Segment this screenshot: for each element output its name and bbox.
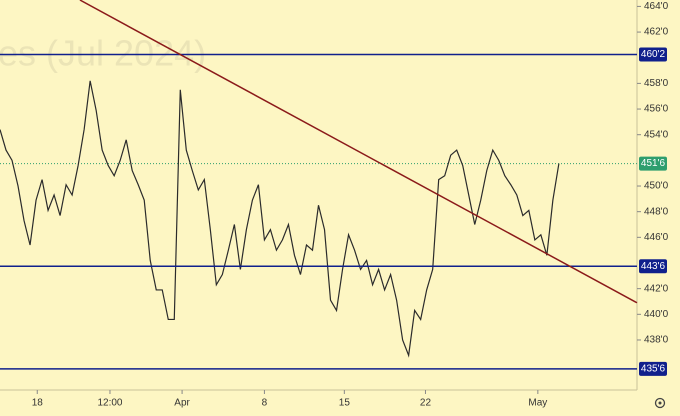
settings-icon[interactable] [654,397,666,409]
y-tick-label: 446'0 [644,232,669,243]
x-tick-label: May [528,398,547,409]
level-label-box [639,47,667,62]
level-label-box [639,259,667,274]
level-label-box [639,361,667,376]
y-tick-label: 450'0 [644,181,669,192]
settings-icon-center [658,401,662,405]
level-label: 443'6 [641,261,666,272]
y-tick-label: 458'0 [644,78,669,89]
x-tick-label: Apr [174,398,190,409]
y-tick-label: 462'0 [644,27,669,38]
x-tick-label: 18 [32,398,44,409]
price-line [0,80,560,358]
settings-button[interactable] [646,394,674,414]
y-tick-label: 442'0 [644,283,669,294]
x-tick-label: 12:00 [97,398,122,409]
y-tick-label: 440'0 [644,309,669,320]
last-price-label: 451'6 [641,158,666,169]
watermark: es (Jul 2024) [0,33,206,74]
level-label: 460'2 [641,49,666,60]
y-tick-label: 454'0 [644,129,669,140]
x-tick-label: 15 [339,398,351,409]
x-tick-label: 8 [262,398,268,409]
y-tick-label: 456'0 [644,104,669,115]
last-price-box [639,156,667,171]
y-tick-label: 448'0 [644,206,669,217]
trend-line [79,0,638,304]
x-tick-label: 22 [420,398,432,409]
y-tick-label: 464'0 [644,1,669,12]
level-label: 435'6 [641,363,666,374]
y-tick-label: 438'0 [644,335,669,346]
